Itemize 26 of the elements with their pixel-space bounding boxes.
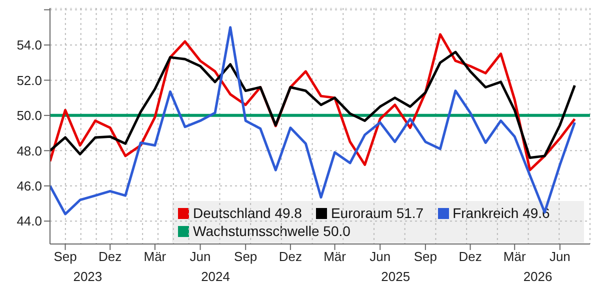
x-tick-label: Mär bbox=[324, 249, 347, 264]
x-tick-label: Sep bbox=[234, 249, 258, 264]
text: 2026 bbox=[523, 269, 552, 284]
legend-label: Euroraum 51.7 bbox=[330, 205, 424, 221]
text: 2024 bbox=[201, 269, 230, 284]
legend-label: Wachstumsschwelle 50.0 bbox=[193, 223, 350, 239]
x-tick-label: Mär bbox=[503, 249, 526, 264]
line-series bbox=[50, 50, 576, 159]
legend-label: Deutschland 49.8 bbox=[193, 205, 302, 221]
x-tick-label: Jun bbox=[370, 249, 391, 264]
x-tick-label: Jun bbox=[549, 249, 570, 264]
y-tick-label: 54.0 bbox=[16, 38, 42, 53]
text: 2025 bbox=[381, 269, 410, 284]
y-tick-label: 46.0 bbox=[16, 178, 42, 194]
x-tick-label: Sep bbox=[54, 249, 77, 264]
x-tick-label: Jun bbox=[190, 249, 211, 264]
x-tick-label: Mär bbox=[144, 249, 167, 264]
y-tick-label: 48.0 bbox=[16, 143, 42, 158]
y-tick-label: 52.0 bbox=[16, 72, 42, 88]
x-tick-label: Dez bbox=[458, 249, 482, 264]
y-tick-label: 50.0 bbox=[16, 108, 42, 124]
y-tick-label: 44.0 bbox=[16, 214, 42, 229]
x-tick-label: Dez bbox=[278, 249, 302, 264]
text: 2023 bbox=[73, 269, 102, 284]
x-tick-label: Dez bbox=[98, 249, 122, 264]
x-tick-label: Sep bbox=[414, 249, 438, 264]
